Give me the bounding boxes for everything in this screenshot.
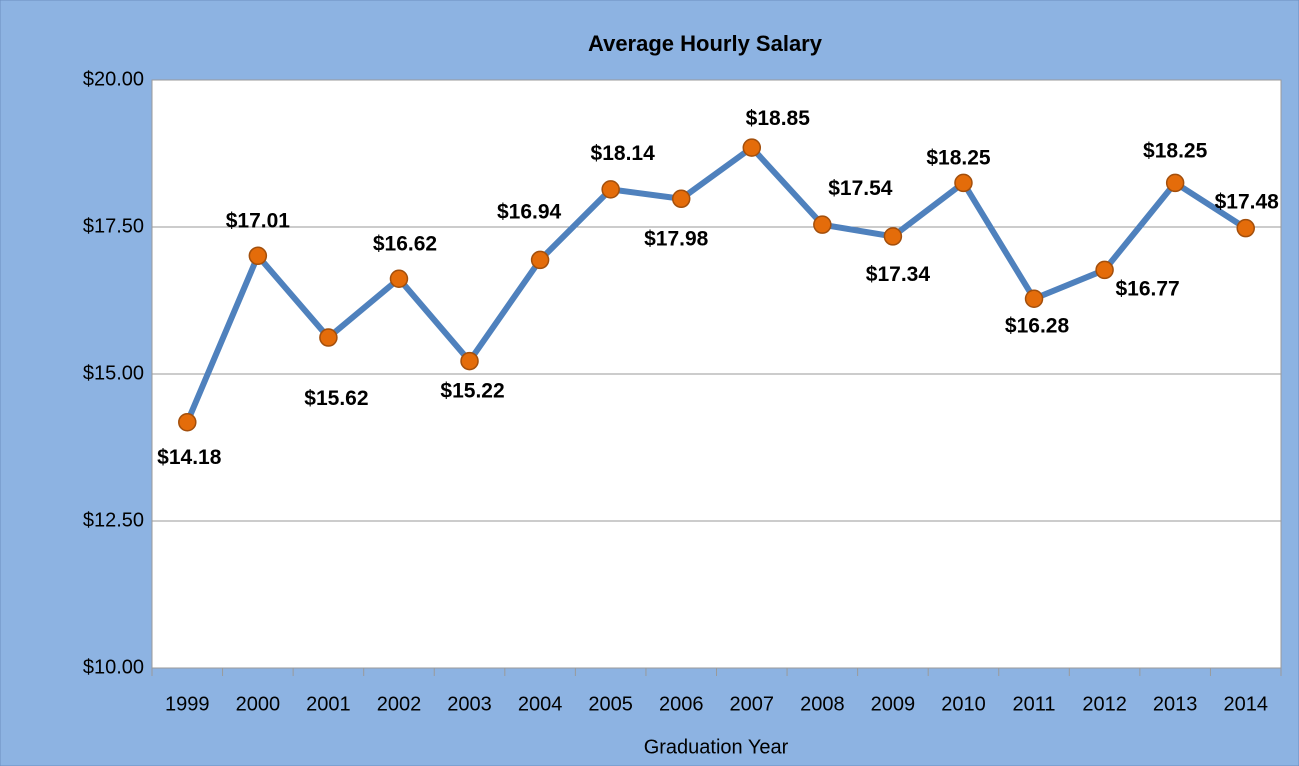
- x-tick-label: 2000: [236, 693, 281, 715]
- data-label: $16.94: [497, 200, 562, 223]
- data-label: $18.25: [926, 146, 991, 169]
- data-label: $14.18: [157, 446, 222, 469]
- data-label: $15.22: [440, 380, 504, 403]
- data-point: [460, 351, 479, 371]
- data-point: [601, 180, 620, 199]
- data-point: [389, 269, 409, 288]
- data-point: [530, 250, 550, 270]
- data-point: [671, 189, 691, 209]
- x-tick-label: 2012: [1082, 693, 1127, 715]
- data-point: [883, 227, 903, 246]
- data-label: $17.48: [1215, 191, 1280, 214]
- x-tick-label: 2003: [447, 693, 492, 715]
- data-label: $16.28: [1005, 314, 1070, 337]
- x-tick-label: 2002: [377, 693, 422, 715]
- x-tick-label: 2008: [800, 693, 845, 715]
- chart-title: Average Hourly Salary: [588, 31, 823, 56]
- x-tick-label: 2007: [730, 693, 775, 715]
- data-point: [1165, 173, 1185, 193]
- data-point: [1236, 218, 1255, 238]
- data-point: [742, 138, 762, 157]
- data-point: [319, 328, 338, 347]
- x-tick-label: 2014: [1223, 693, 1268, 715]
- data-label: $17.54: [828, 177, 893, 200]
- data-label: $17.98: [644, 227, 709, 250]
- data-point: [178, 412, 197, 432]
- x-tick-label: 2001: [306, 693, 351, 715]
- x-axis-title: Graduation Year: [644, 736, 789, 758]
- data-point: [813, 215, 832, 234]
- data-point: [1095, 260, 1114, 280]
- x-tick-label: 2006: [659, 693, 704, 715]
- x-tick-label: 2005: [588, 693, 633, 715]
- y-tick-label: $17.50: [83, 215, 144, 237]
- x-tick-label: 1999: [165, 693, 210, 715]
- data-label: $18.85: [746, 107, 811, 130]
- x-tick-label: 2004: [518, 693, 563, 715]
- y-tick-label: $20.00: [83, 68, 144, 90]
- y-tick-label: $12.50: [83, 509, 144, 531]
- data-label: $17.01: [226, 209, 291, 232]
- data-point: [954, 173, 973, 193]
- data-label: $18.14: [591, 142, 656, 165]
- x-tick-label: 2010: [941, 693, 986, 715]
- data-point: [248, 246, 268, 266]
- x-tick-label: 2011: [1013, 693, 1056, 715]
- data-point: [1024, 289, 1044, 308]
- x-tick-label: 2013: [1153, 693, 1198, 715]
- data-line: [184, 144, 1248, 424]
- data-label: $16.77: [1115, 277, 1179, 300]
- data-label: $15.62: [304, 387, 368, 410]
- y-tick-label: $15.00: [83, 362, 144, 384]
- data-label: $16.62: [373, 232, 437, 255]
- x-tick-label: 2009: [871, 693, 916, 715]
- data-label: $18.25: [1143, 139, 1208, 162]
- data-label: $17.34: [866, 263, 931, 286]
- y-tick-label: $10.00: [83, 656, 144, 678]
